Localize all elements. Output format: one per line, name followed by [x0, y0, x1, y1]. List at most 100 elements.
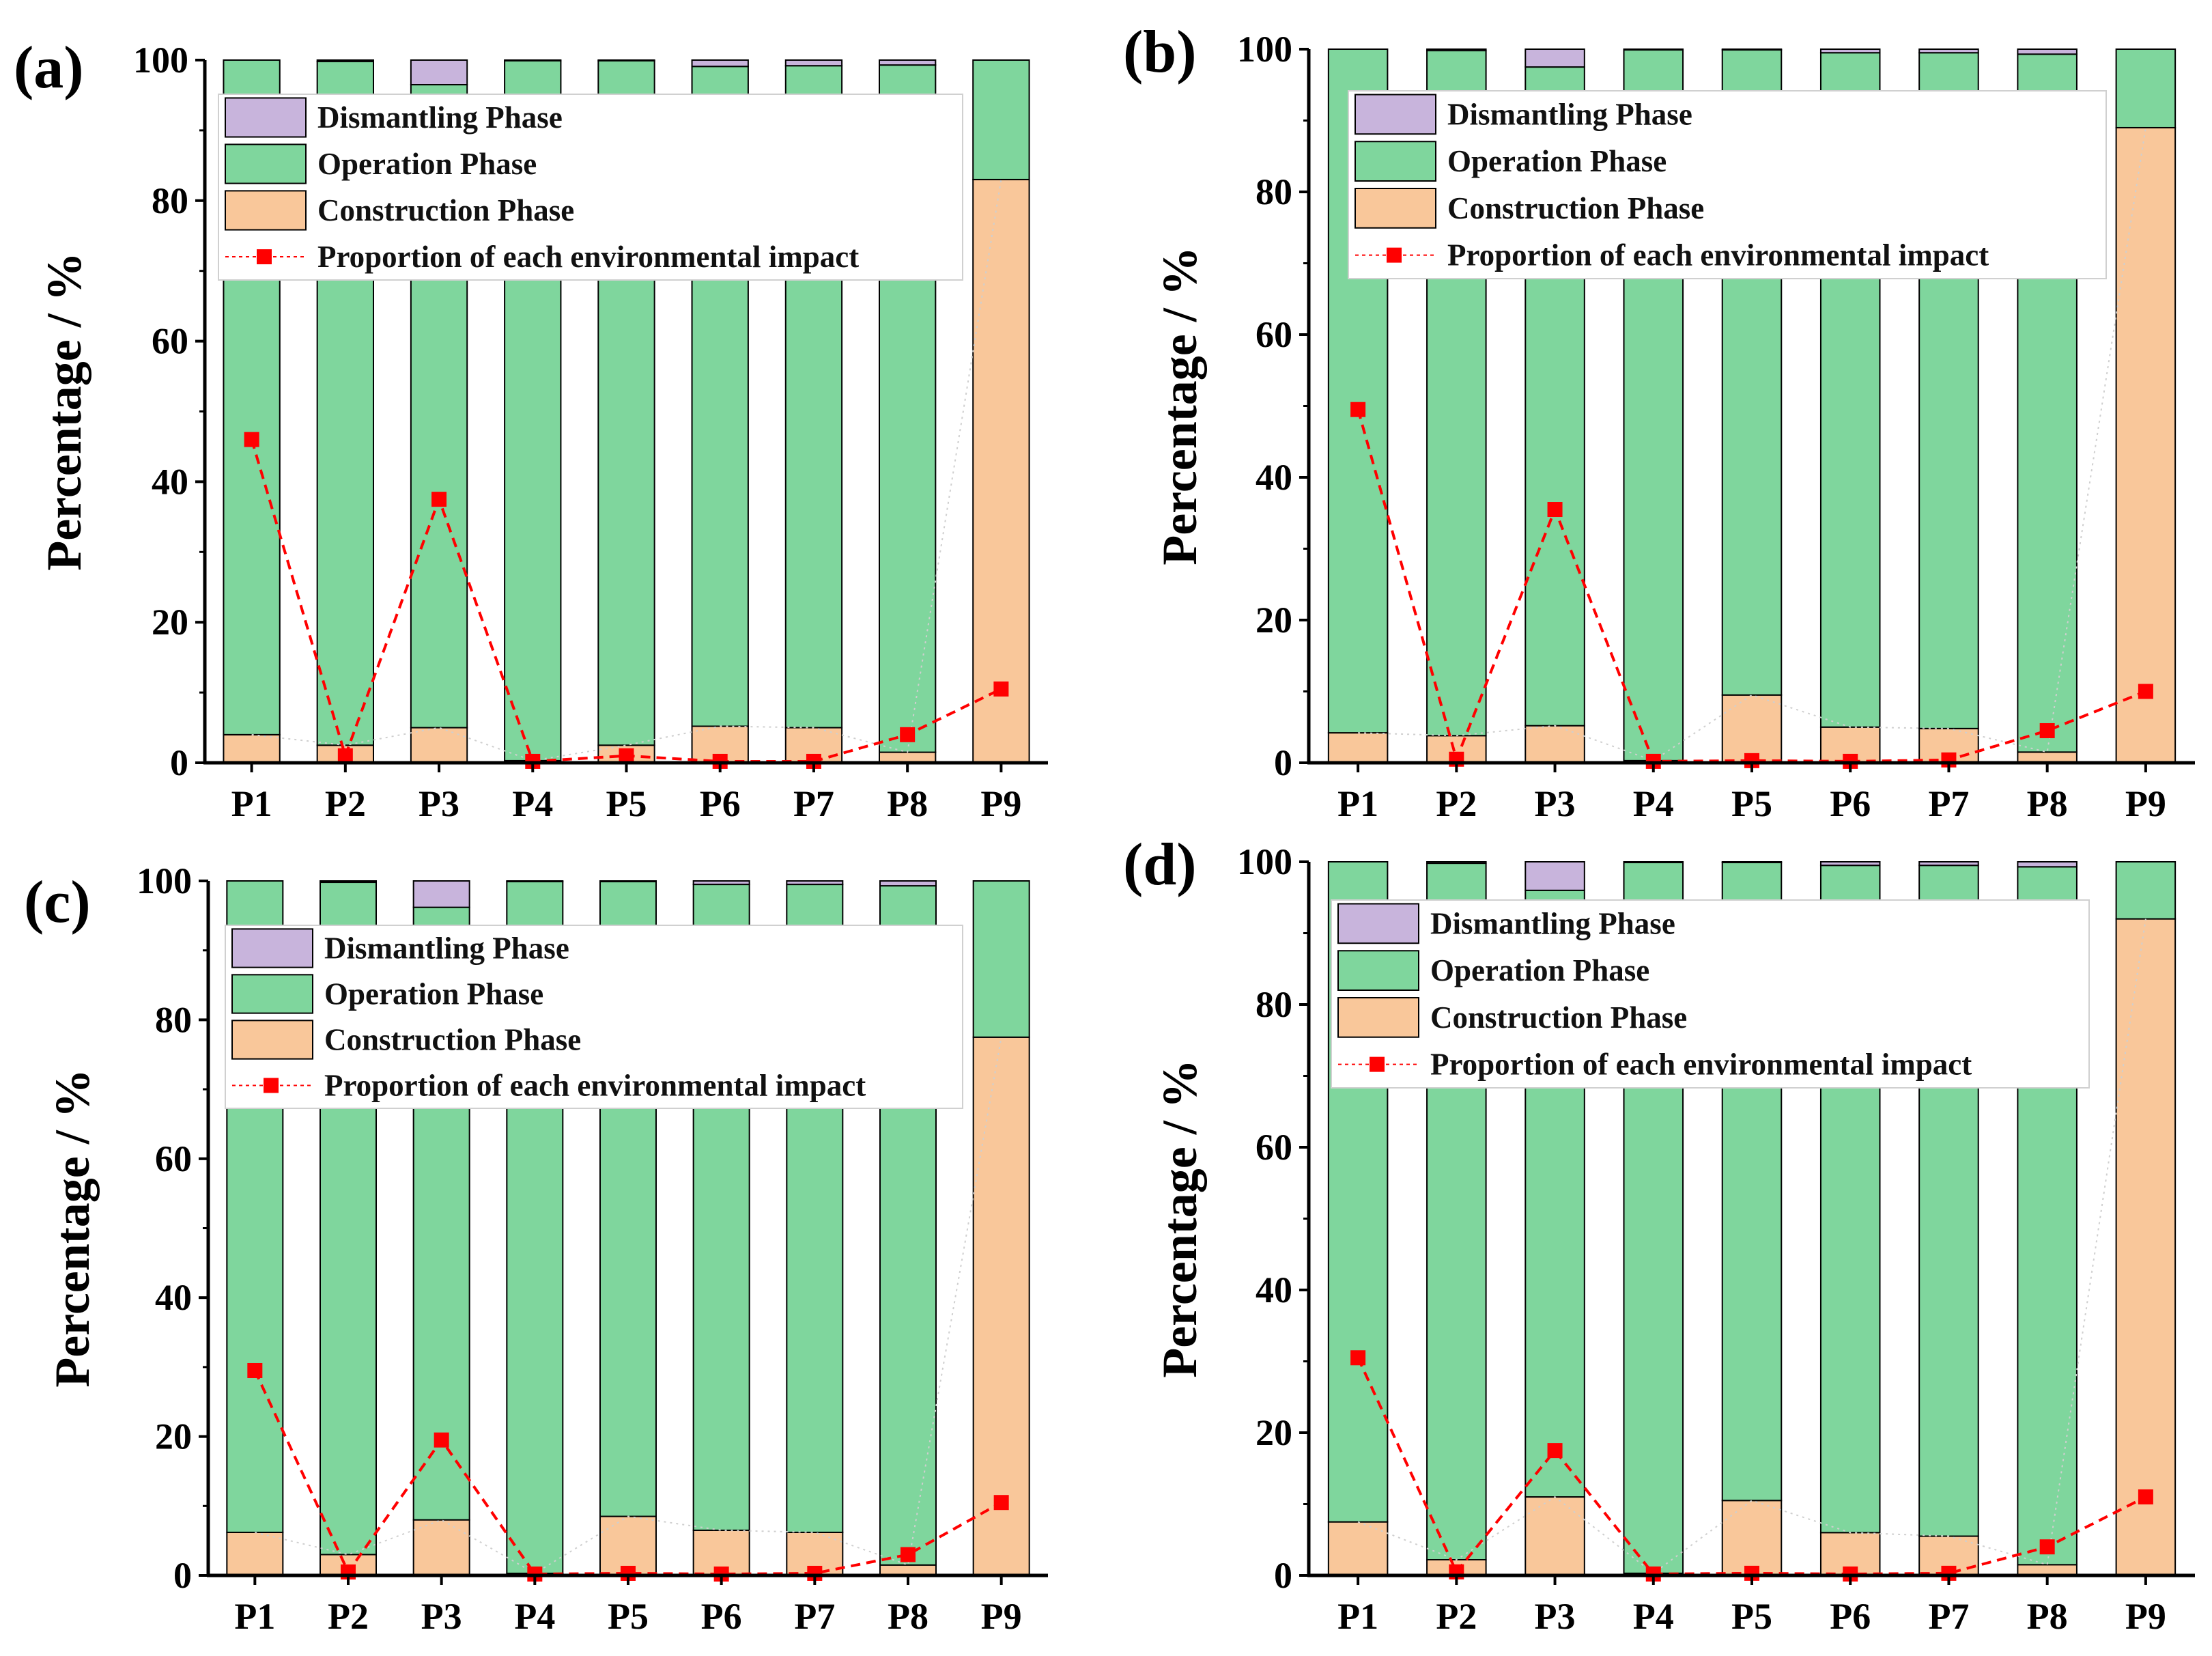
x-tick-label: P9: [981, 1596, 1022, 1637]
legend-label-3: Proportion of each environmental impact: [324, 1069, 866, 1103]
bar-dismantling-P6: [691, 59, 749, 68]
x-tick-label: P6: [700, 783, 741, 824]
proportion-line: [253, 1370, 1002, 1575]
y-tick-label: 60: [1256, 1127, 1292, 1168]
bar-dismantling-P7: [786, 880, 844, 886]
bar-construction-P1: [1327, 732, 1389, 763]
x-tick-label: P4: [512, 783, 553, 824]
construction-guide-line: [255, 1037, 1002, 1575]
panel-label: (d): [1123, 832, 1197, 898]
bar-dismantling-P3: [1525, 861, 1585, 891]
proportion-marker-P9: [993, 1495, 1009, 1511]
x-tick-label: P5: [606, 783, 647, 824]
legend-frame: [1348, 90, 2107, 279]
y-axis-title: Percentage / %: [37, 252, 91, 571]
y-tick-label: 20: [155, 1416, 192, 1457]
y-tick-label: 80: [152, 180, 188, 221]
legend-swatch-0: [231, 928, 313, 968]
bar-dismantling-P3: [410, 59, 468, 86]
legend-marker-swatch: [1387, 247, 1402, 263]
bar-construction-P3: [1525, 1496, 1585, 1577]
legend-label-0: Dismantling Phase: [1430, 906, 1675, 940]
bar-dismantling-P5: [599, 880, 657, 883]
construction-guide-line: [1358, 127, 2146, 761]
y-tick-label: 40: [155, 1277, 192, 1318]
panel-label: (b): [1123, 19, 1197, 85]
legend-label-3: Proportion of each environmental impact: [317, 240, 859, 274]
bar-construction-P5: [1721, 1500, 1783, 1576]
proportion-marker-P3: [1547, 502, 1563, 518]
legend-label-2: Construction Phase: [1447, 191, 1704, 225]
y-tick-label: 20: [1256, 1412, 1292, 1453]
legend-swatch-2: [225, 190, 307, 231]
legend-frame: [218, 94, 963, 281]
y-tick-label: 40: [1256, 1269, 1292, 1310]
x-tick-label: P4: [514, 1596, 555, 1637]
x-tick-label: P8: [2027, 783, 2068, 824]
legend-swatch-1: [231, 974, 313, 1014]
bar-operation-P9: [2115, 861, 2176, 920]
x-tick-label: P6: [1830, 783, 1871, 824]
legend: Dismantling Phase Operation Phase Construc…: [218, 94, 963, 281]
bar-construction-P9: [2115, 918, 2176, 1576]
proportion-marker-P9: [993, 681, 1009, 697]
legend-label-2: Construction Phase: [317, 193, 574, 227]
bar-dismantling-P8: [879, 880, 937, 887]
bar-construction-P5: [1721, 694, 1783, 763]
chart-panel-a: Dismantling Phase Operation Phase Construc…: [14, 35, 1048, 824]
legend-marker-swatch: [264, 1078, 279, 1093]
y-tick-label: 60: [155, 1138, 192, 1179]
y-axis-title: Percentage / %: [1152, 1059, 1207, 1378]
bar-construction-P1: [223, 733, 281, 763]
bar-dismantling-P5: [1721, 48, 1783, 51]
proportion-marker-P2: [337, 748, 353, 763]
bar-operation-P9: [972, 59, 1030, 180]
x-tick-label: P8: [887, 783, 928, 824]
legend: Dismantling Phase Operation Phase Construc…: [225, 925, 963, 1109]
bar-construction-P1: [226, 1531, 284, 1577]
y-tick-label: 0: [1274, 742, 1292, 783]
legend-swatch-0: [1355, 94, 1436, 135]
legend-label-0: Dismantling Phase: [317, 100, 563, 135]
legend-swatch-1: [1337, 950, 1419, 991]
legend-swatch-2: [1355, 188, 1436, 229]
bar-dismantling-P3: [1525, 48, 1585, 68]
x-tick-label: P6: [701, 1596, 742, 1637]
x-tick-label: P2: [1436, 783, 1477, 824]
panel-label: (a): [14, 35, 84, 101]
y-axis-title: Percentage / %: [45, 1069, 100, 1388]
x-tick-label: P8: [888, 1596, 928, 1637]
legend-swatch-1: [1355, 141, 1436, 182]
panel-label: (c): [24, 869, 91, 936]
x-tick-label: P1: [231, 783, 272, 824]
bar-dismantling-P2: [1426, 861, 1487, 865]
proportion-marker-P1: [244, 432, 259, 447]
legend-label-1: Operation Phase: [317, 147, 537, 181]
proportion-marker-P3: [1547, 1443, 1563, 1459]
x-tick-label: P2: [325, 783, 366, 824]
y-tick-label: 60: [1256, 314, 1292, 355]
bar-construction-P9: [972, 178, 1030, 763]
x-tick-label: P3: [1535, 783, 1576, 824]
bar-construction-P9: [2115, 126, 2176, 763]
y-tick-label: 80: [1256, 171, 1292, 212]
bar-dismantling-P5: [597, 59, 655, 62]
bar-construction-P3: [412, 1519, 470, 1576]
bar-construction-P5: [599, 1515, 657, 1576]
legend-label-1: Operation Phase: [1447, 144, 1667, 178]
y-axis-title: Percentage / %: [1152, 247, 1207, 565]
proportion-marker-P8: [900, 727, 916, 742]
bar-dismantling-P4: [504, 59, 562, 62]
y-tick-label: 100: [1237, 841, 1292, 882]
legend-swatch-0: [1337, 903, 1419, 944]
y-tick-label: 60: [152, 321, 188, 362]
y-tick-label: 40: [1256, 457, 1292, 498]
proportion-marker-P3: [434, 1432, 449, 1448]
bar-construction-P1: [1327, 1521, 1389, 1576]
proportion-marker-P9: [2138, 684, 2153, 699]
x-tick-label: P9: [2125, 783, 2166, 824]
legend-frame: [1331, 899, 2090, 1089]
x-tick-label: P9: [2125, 1596, 2166, 1637]
x-tick-label: P5: [1731, 1596, 1772, 1637]
